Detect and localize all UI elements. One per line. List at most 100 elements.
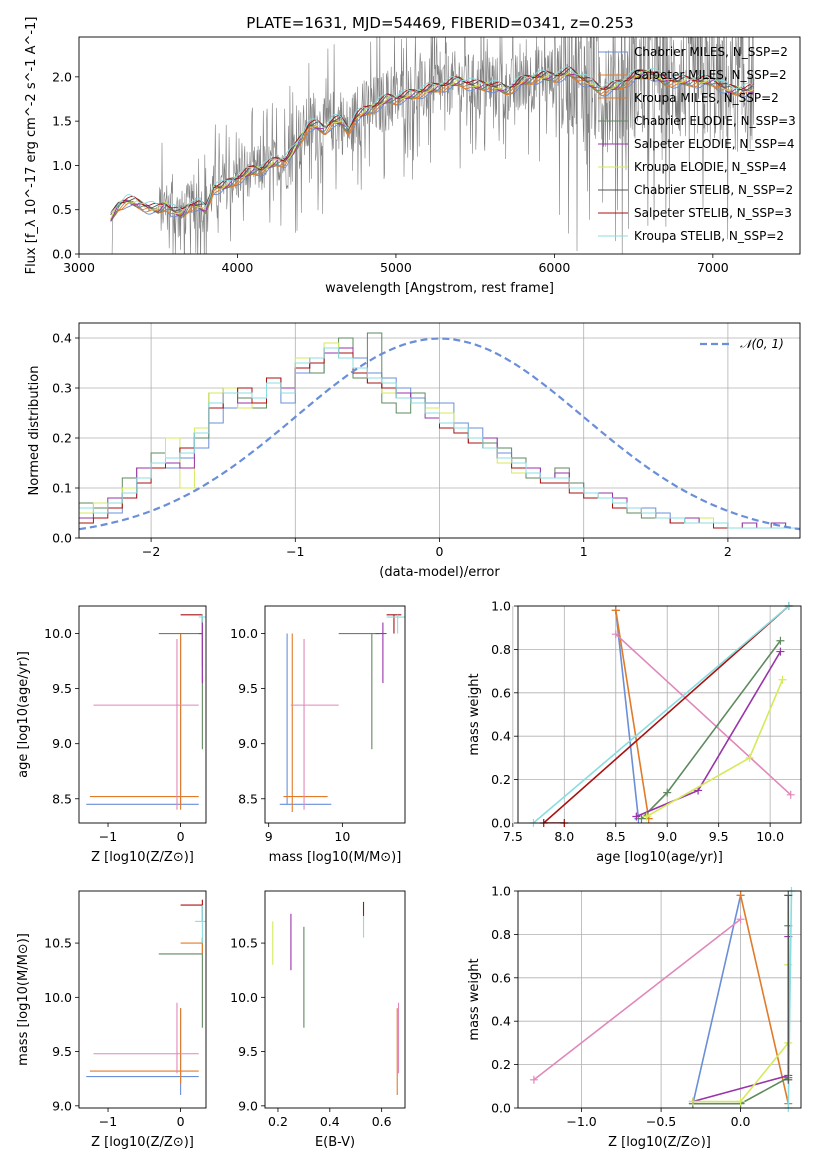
mass-vs-ebv-xtick-label: 0.6 (372, 1114, 392, 1129)
model-spectrum-chabrier_elodie (110, 71, 754, 222)
massweight-vs-Z-ytick-label: 0.0 (491, 1101, 511, 1116)
massweight-vs-Z-xlabel: Z [log10(Z/Z⊙)] (608, 1135, 711, 1150)
spectrum-xtick-label: 3000 (63, 260, 95, 275)
legend-label-kroupa_miles: Kroupa MILES, N_SSP=2 (634, 91, 779, 105)
massweight-vs-Z-line-2 (533, 918, 742, 1081)
massweight-vs-age-marker-2-1 (786, 790, 795, 799)
age-vs-Z-ytick-label: 9.0 (52, 736, 72, 751)
age-vs-Z-ylabel: age [log10(age/yr)] (16, 651, 31, 778)
massweight-vs-age-ytick-label: 0.2 (491, 772, 511, 787)
residuals-xtick-label: 1 (580, 544, 588, 559)
spectrum-ytick-label: 1.5 (52, 114, 72, 129)
massweight-vs-Z-marker-2-1 (736, 915, 745, 924)
legend-label-salpeter_elodie: Salpeter ELODIE, N_SSP=4 (634, 137, 795, 151)
age-vs-Z-axes: −1 0 8.5 9.0 9.5 10.0 (44, 626, 184, 844)
massweight-vs-age-marker-5-0 (642, 812, 651, 821)
spectrum-ytick-label: 2.0 (52, 69, 72, 84)
massweight-vs-age-marker-1-0 (611, 606, 620, 615)
residuals-axes: −2 −1 0 1 2 0.0 0.1 0.2 0.3 0.4 (52, 323, 800, 559)
normal-curve-line (79, 337, 800, 531)
spectrum-frame (78, 36, 801, 255)
massweight-vs-age-ytick-label: 0.8 (491, 642, 511, 657)
residuals-xtick-label: −2 (142, 544, 160, 559)
residuals-xlabel: (data-model)/error (379, 565, 500, 580)
massweight-vs-Z-ytick-label: 0.4 (491, 1014, 511, 1029)
massweight-vs-Z-xtick-label: −0.5 (646, 1114, 676, 1129)
age-vs-Z-frame (78, 605, 207, 824)
spectrum-ylabel: Flux [f_λ 10^-17 erg cm^-2 s^-1 A^-1] (24, 17, 39, 275)
massweight-vs-age-ylabel: mass weight (467, 673, 482, 755)
mass-vs-ebv-ytick-label: 10.0 (230, 990, 258, 1005)
massweight-vs-age-line-0 (615, 610, 640, 819)
massweight-vs-Z-axes: −1.0 −0.5 0.0 0.0 0.2 0.4 0.6 0.8 1.0 (491, 884, 801, 1129)
mass-vs-Z-ylabel: mass [log10(M/M⊙)] (16, 933, 31, 1066)
massweight-vs-Z-ytick-label: 1.0 (491, 884, 511, 899)
massweight-vs-Z-marker-7-1 (784, 891, 793, 900)
mass-vs-ebv-axes: 0.2 0.4 0.6 9.0 9.5 10.0 10.5 (230, 936, 391, 1129)
massweight-vs-age-line-2 (615, 633, 792, 796)
massweight-vs-age-frame (517, 605, 802, 824)
spectrum-title: PLATE=1631, MJD=54469, FIBERID=0341, z=0… (246, 14, 633, 32)
spectrum-ytick-label: 0.0 (52, 247, 72, 262)
legend-label-salpeter_miles: Salpeter MILES, N_SSP=2 (634, 68, 787, 82)
massweight-vs-age-marker-5-1 (745, 753, 754, 762)
massweight-vs-Z-marker-5-0 (688, 1097, 697, 1106)
massweight-vs-age-ytick-label: 0.0 (491, 816, 511, 831)
mass-vs-ebv-frame (264, 890, 406, 1109)
mass-vs-Z-axes: −1 0 9.0 9.5 10.0 10.5 (44, 936, 184, 1129)
residuals-ytick-label: 0.3 (52, 381, 72, 396)
massweight-vs-age-line-3 (640, 640, 782, 820)
mass-vs-ebv-xtick-label: 0.2 (268, 1114, 288, 1129)
spectrum-xtick-label: 4000 (222, 260, 254, 275)
mass-vs-ebv-xlabel: E(B-V) (315, 1135, 355, 1150)
massweight-vs-age-marker-3-2 (776, 636, 785, 645)
legend-label-chabrier_miles: Chabrier MILES, N_SSP=2 (634, 45, 788, 59)
residuals-ytick-label: 0.1 (52, 481, 72, 496)
massweight-vs-age-ytick-label: 1.0 (491, 599, 511, 614)
spectrum-xlabel: wavelength [Angstrom, rest frame] (325, 281, 554, 296)
model-spectrum-kroupa_stelib (110, 66, 754, 214)
massweight-vs-age-line-1 (615, 610, 650, 819)
residuals-xtick-label: 0 (436, 544, 444, 559)
massweight-vs-Z-marker-5-1 (736, 1097, 745, 1106)
age-vs-mass-ytick-label: 9.0 (238, 736, 258, 751)
massweight-vs-age-ytick-label: 0.4 (491, 729, 511, 744)
mass-vs-Z-ytick-label: 9.0 (52, 1098, 72, 1113)
legend-label-chabrier_stelib: Chabrier STELIB, N_SSP=2 (634, 183, 793, 197)
spectrum-xtick-label: 7000 (697, 260, 729, 275)
mass-vs-Z-ytick-label: 10.0 (44, 990, 72, 1005)
spectrum-xtick-label: 6000 (538, 260, 570, 275)
spectrum-ytick-label: 0.5 (52, 202, 72, 217)
massweight-vs-Z-xtick-label: 0.0 (731, 1114, 751, 1129)
massweight-vs-Z-marker-7-0 (784, 1075, 793, 1084)
age-vs-Z-ytick-label: 10.0 (44, 626, 72, 641)
massweight-vs-age-marker-5-2 (778, 675, 787, 684)
massweight-vs-Z-frame (517, 890, 802, 1109)
mass-vs-Z-xtick-label: −1 (99, 1114, 117, 1129)
massweight-vs-age-xtick-label: 7.5 (503, 829, 523, 844)
massweight-vs-age-line-7 (532, 606, 790, 823)
massweight-vs-Z-xtick-label: −1.0 (566, 1114, 596, 1129)
mass-vs-ebv-ytick-label: 9.5 (238, 1044, 258, 1059)
residuals-xtick-label: −1 (286, 544, 304, 559)
massweight-vs-age-marker-4-0 (632, 812, 641, 821)
model-spectrum-salpeter_miles (110, 73, 754, 220)
age-vs-mass-ytick-label: 10.0 (230, 626, 258, 641)
massweight-vs-age-xtick-label: 8.0 (554, 829, 574, 844)
residuals-frame (78, 322, 801, 539)
massweight-vs-age-xlabel: age [log10(age/yr)] (596, 850, 723, 865)
model-spectrum-salpeter_stelib (110, 66, 754, 213)
massweight-vs-age-line-6 (542, 606, 790, 823)
massweight-vs-age-xtick-label: 10.0 (756, 829, 784, 844)
spectrum-xtick-label: 5000 (380, 260, 412, 275)
massweight-vs-Z-line-1 (739, 895, 790, 1104)
massweight-vs-Z-ytick-label: 0.8 (491, 927, 511, 942)
massweight-vs-age-ytick-label: 0.6 (491, 685, 511, 700)
mass-vs-Z-xtick-label: 0 (177, 1114, 185, 1129)
residuals-xtick-label: 2 (724, 544, 732, 559)
legend-label-chabrier_elodie: Chabrier ELODIE, N_SSP=3 (634, 114, 796, 128)
massweight-vs-age-xtick-label: 9.5 (709, 829, 729, 844)
legend-label-kroupa_stelib: Kroupa STELIB, N_SSP=2 (634, 229, 784, 243)
legend-label-kroupa_elodie: Kroupa ELODIE, N_SSP=4 (634, 160, 787, 174)
residuals-ytick-label: 0.0 (52, 531, 72, 546)
